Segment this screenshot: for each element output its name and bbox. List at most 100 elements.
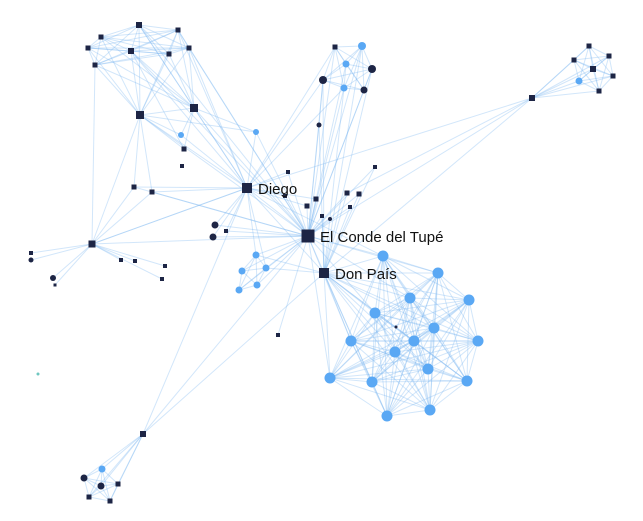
circle-node: [472, 335, 484, 347]
edge: [87, 24, 140, 49]
edge: [246, 187, 317, 200]
circle-node: [461, 375, 473, 387]
edge: [246, 187, 384, 257]
edge: [350, 299, 470, 342]
edge: [323, 272, 411, 299]
edge: [329, 377, 388, 417]
edge: [246, 187, 308, 207]
edge: [329, 351, 396, 379]
edge: [238, 235, 309, 291]
circle-node: [432, 267, 444, 279]
edge: [277, 235, 309, 336]
edge: [255, 254, 325, 274]
edge: [180, 134, 248, 189]
square-node: [88, 240, 96, 248]
edge: [433, 327, 479, 342]
edge: [193, 107, 309, 237]
edge: [109, 483, 119, 502]
edge: [323, 87, 345, 274]
edge: [323, 272, 429, 370]
edge: [133, 186, 248, 189]
edge: [139, 114, 182, 136]
edge: [214, 224, 309, 237]
edge: [468, 299, 479, 342]
edge: [350, 340, 429, 370]
edge: [573, 59, 594, 70]
square-node: [286, 170, 290, 174]
edge: [329, 340, 479, 379]
edge: [334, 46, 373, 70]
edge: [193, 107, 248, 189]
edge: [323, 272, 352, 342]
edge: [307, 89, 365, 237]
node-label-diego: Diego: [258, 181, 297, 198]
edge: [382, 255, 468, 382]
edge: [130, 29, 179, 52]
edge: [101, 468, 111, 502]
edge: [371, 312, 376, 383]
square-node: [98, 34, 104, 40]
edge: [608, 55, 614, 77]
edge: [386, 327, 435, 417]
edge: [382, 255, 435, 329]
square-node: [373, 165, 377, 169]
edge: [427, 327, 435, 370]
edge: [350, 340, 431, 411]
edge: [371, 351, 396, 383]
edge: [100, 433, 144, 487]
edge: [87, 47, 96, 66]
square-node: [53, 283, 57, 287]
edge: [130, 47, 190, 52]
edge: [138, 24, 170, 55]
edge: [371, 340, 415, 383]
edge: [394, 340, 479, 353]
edge: [374, 299, 470, 314]
edge: [318, 79, 324, 126]
edge: [531, 45, 590, 99]
edge: [588, 45, 614, 77]
edge: [433, 272, 439, 329]
edge: [94, 64, 141, 116]
edge: [323, 272, 373, 383]
square-node: [163, 264, 167, 268]
edge: [307, 235, 352, 342]
circle-node: [463, 294, 475, 306]
edge: [246, 171, 289, 189]
edge: [225, 230, 309, 237]
edge: [323, 255, 384, 274]
edge: [429, 272, 439, 411]
edge: [322, 68, 373, 81]
edge: [101, 433, 144, 470]
edge: [350, 340, 396, 353]
edge: [130, 50, 185, 150]
edge: [345, 63, 373, 70]
edge: [214, 187, 248, 226]
edge: [323, 206, 351, 274]
edge: [329, 299, 470, 379]
edge: [246, 187, 309, 237]
edge: [427, 299, 470, 370]
edge: [94, 47, 190, 66]
edge: [100, 29, 179, 38]
square-node: [128, 48, 134, 54]
edges-layer: [30, 24, 614, 502]
edge: [307, 235, 376, 314]
square-node: [166, 51, 172, 57]
edge: [361, 45, 365, 91]
edge: [138, 24, 141, 116]
edge: [307, 87, 345, 237]
edge: [394, 297, 411, 353]
edge: [130, 24, 140, 52]
edge: [374, 312, 431, 411]
edge: [343, 68, 373, 89]
edge: [255, 235, 309, 256]
edge: [94, 53, 170, 66]
edge: [427, 340, 479, 370]
circle-node: [97, 482, 105, 490]
edge: [350, 340, 373, 383]
edge: [246, 187, 286, 197]
edge: [321, 215, 325, 274]
edge: [323, 45, 363, 274]
edge: [394, 272, 439, 353]
